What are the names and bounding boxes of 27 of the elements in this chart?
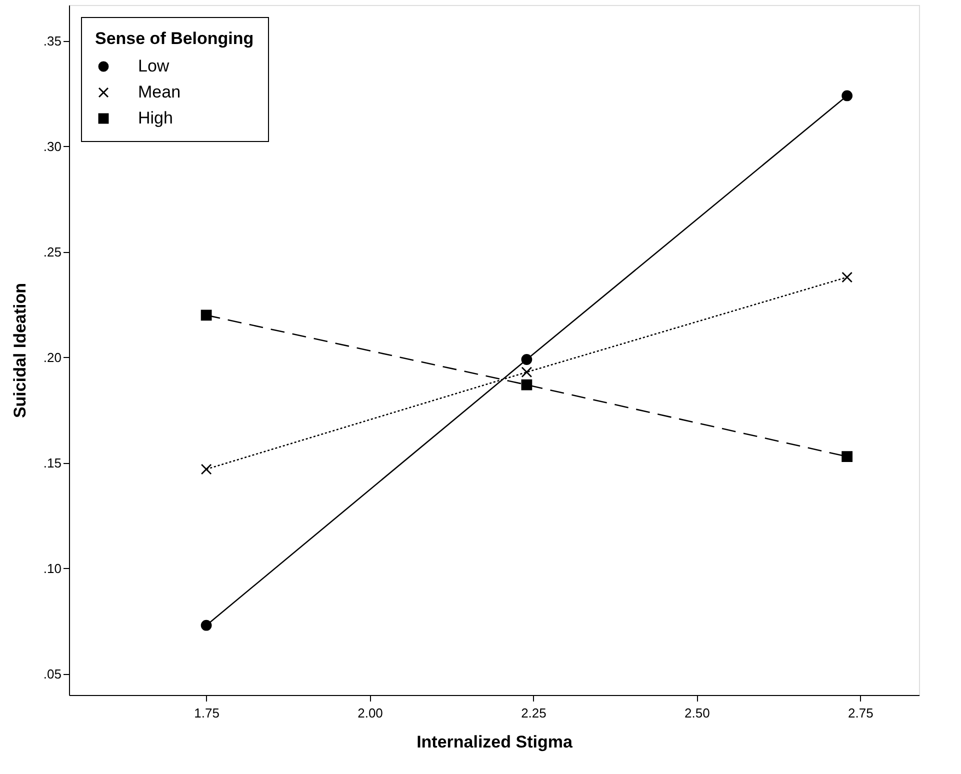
x-tick-label: 2.75 bbox=[848, 706, 874, 720]
y-axis-title: Suicidal Ideation bbox=[10, 282, 30, 418]
x-tick-label: 2.25 bbox=[521, 706, 546, 720]
point bbox=[200, 310, 212, 321]
legend-title: Sense of Belonging bbox=[95, 29, 254, 48]
y-tick-label: .30 bbox=[43, 138, 62, 154]
point bbox=[521, 366, 532, 378]
x-axis-title: Internalized Stigma bbox=[416, 732, 573, 752]
point bbox=[200, 620, 212, 631]
y-tick-label: .15 bbox=[43, 455, 62, 470]
x-tick-label: 2.00 bbox=[358, 706, 383, 720]
y-tick-label: .20 bbox=[43, 350, 62, 365]
legend-label: High bbox=[138, 108, 173, 128]
point bbox=[521, 354, 532, 365]
point bbox=[200, 464, 212, 475]
point bbox=[842, 90, 853, 102]
x-tick-label: 2.50 bbox=[684, 706, 710, 720]
y-tick-label: .05 bbox=[43, 666, 62, 682]
point bbox=[521, 379, 532, 390]
point bbox=[842, 451, 853, 462]
x-tick-label: 1.75 bbox=[194, 706, 220, 720]
legend-label: Mean bbox=[138, 82, 181, 102]
y-tick-label: .35 bbox=[43, 33, 62, 48]
point bbox=[842, 272, 853, 283]
legend-label: Low bbox=[138, 56, 170, 76]
y-tick-label: .25 bbox=[43, 244, 62, 260]
y-tick-label: .10 bbox=[43, 560, 62, 576]
